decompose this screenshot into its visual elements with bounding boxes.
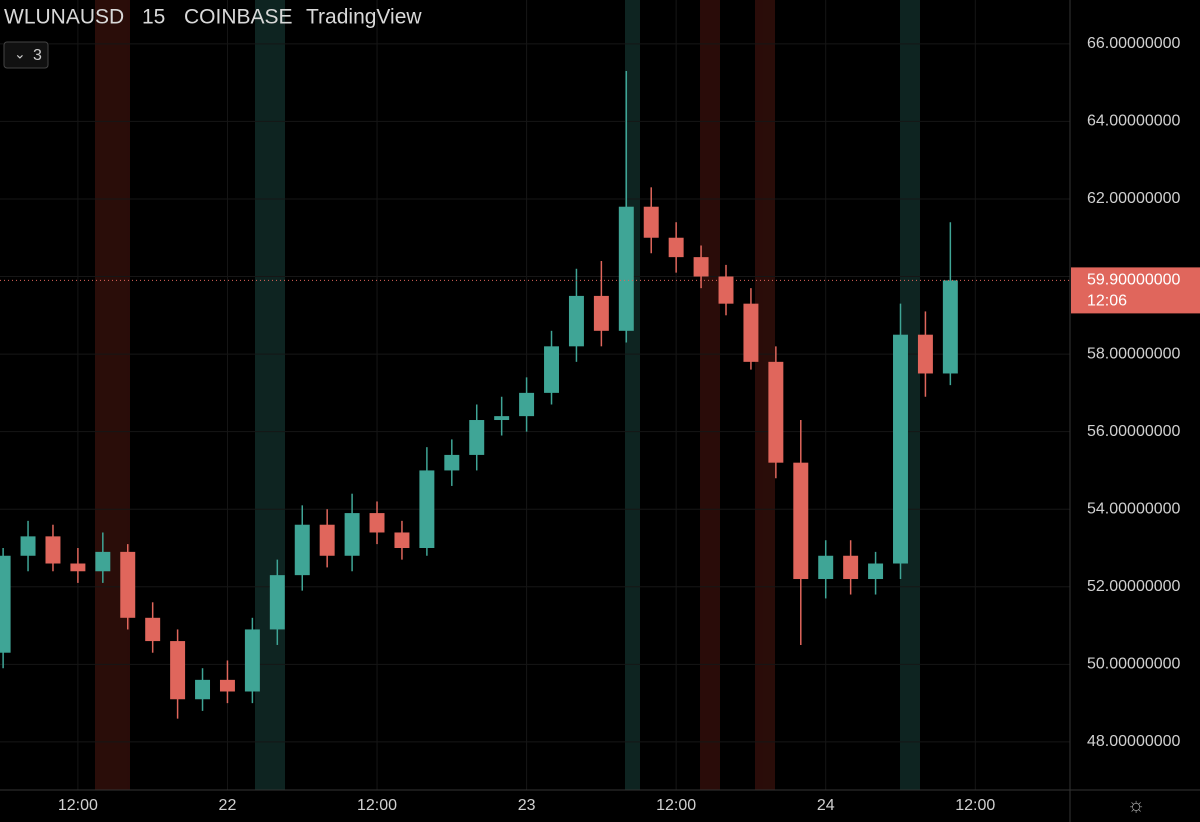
candle-body — [942, 280, 958, 374]
candle-body — [593, 295, 609, 331]
source: TradingView — [306, 6, 422, 29]
candle-body — [868, 563, 884, 580]
candle-body — [494, 416, 510, 421]
y-tick-label: 52.00000000 — [1087, 578, 1181, 595]
header: WLUNAUSD 15 COINBASE TradingView ⌄ 3 — [3, 6, 422, 69]
indicator-count: 3 — [33, 47, 42, 64]
candle-body — [843, 555, 859, 580]
exchange: COINBASE — [184, 6, 293, 29]
x-tick-label: 22 — [219, 797, 237, 814]
candle-body — [693, 257, 709, 277]
candle-body — [294, 524, 310, 576]
candle-body — [244, 629, 260, 692]
candle-body — [768, 361, 784, 463]
candle-body — [219, 679, 235, 692]
candle-body — [120, 551, 136, 618]
candle-body — [568, 295, 584, 347]
candle-body — [718, 276, 734, 304]
y-tick-label: 66.00000000 — [1087, 35, 1181, 52]
candle-body — [269, 575, 285, 630]
candle-body — [469, 420, 485, 455]
plot — [0, 0, 1070, 790]
signal-bands — [95, 0, 920, 790]
candle-body — [818, 555, 834, 580]
candle-body — [344, 513, 360, 556]
candle-body — [444, 454, 460, 471]
countdown: 12:06 — [1087, 293, 1127, 310]
y-tick-label: 56.00000000 — [1087, 423, 1181, 440]
candle-body — [20, 536, 36, 556]
candle-body — [45, 536, 61, 564]
interval: 15 — [142, 6, 165, 29]
candle-body — [170, 641, 186, 700]
candle-body — [917, 334, 933, 374]
y-tick-label: 58.00000000 — [1087, 345, 1181, 362]
x-tick-label: 24 — [817, 797, 835, 814]
candle-body — [145, 617, 161, 642]
chevron: ⌄ — [14, 46, 26, 62]
candle-body — [419, 470, 435, 548]
candle-body — [95, 551, 111, 572]
candle-body — [369, 513, 385, 533]
candle-body — [519, 392, 535, 417]
y-tick-label: 48.00000000 — [1087, 733, 1181, 750]
indicator-toggle[interactable] — [3, 41, 49, 69]
y-tick-label: 62.00000000 — [1087, 190, 1181, 207]
x-tick-label: 23 — [518, 797, 536, 814]
settings-icon[interactable]: ☼ — [1127, 794, 1145, 816]
band — [700, 0, 720, 790]
band — [95, 0, 130, 790]
y-tick-label: 50.00000000 — [1087, 656, 1181, 673]
y-tick-label: 64.00000000 — [1087, 113, 1181, 130]
band — [255, 0, 285, 790]
x-tick-label: 12:00 — [58, 797, 98, 814]
candle-body — [893, 334, 908, 564]
x-tick-label: 12:00 — [656, 797, 696, 814]
x-tick-label: 12:00 — [955, 797, 995, 814]
candle-body — [668, 237, 684, 258]
last-price-box — [1071, 267, 1200, 314]
band — [755, 0, 775, 790]
candle-body — [70, 563, 86, 572]
candle-body — [0, 555, 11, 653]
candle-body — [195, 679, 211, 700]
candle-body — [394, 532, 410, 548]
x-tick-label: 12:00 — [357, 797, 397, 814]
y-tick-label: 54.00000000 — [1087, 500, 1181, 517]
candle-body — [793, 462, 809, 580]
symbol: WLUNAUSD — [4, 6, 124, 29]
candle-body — [544, 346, 559, 393]
last-price-label: 59.90000000 — [1087, 272, 1181, 289]
candle-body — [319, 524, 335, 556]
candle-body — [618, 206, 634, 331]
band — [625, 0, 640, 790]
band — [900, 0, 920, 790]
candle-body — [643, 206, 659, 238]
candle-body — [743, 303, 759, 362]
